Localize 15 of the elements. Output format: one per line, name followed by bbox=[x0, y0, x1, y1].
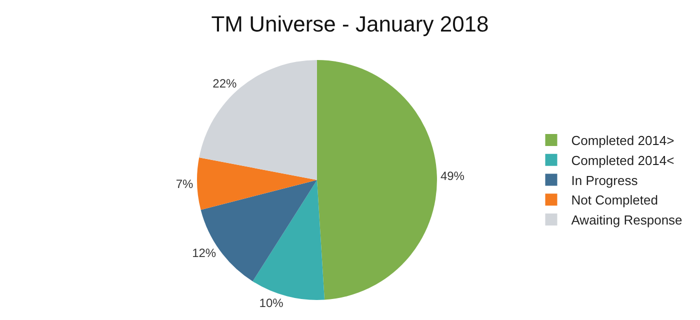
pie-slice bbox=[317, 60, 437, 300]
pie-slice bbox=[199, 60, 317, 180]
legend-label: In Progress bbox=[571, 172, 638, 188]
legend-label: Awaiting Response bbox=[571, 212, 682, 228]
data-label: 22% bbox=[212, 76, 238, 90]
pie-slice bbox=[197, 158, 317, 210]
data-label: 7% bbox=[176, 176, 194, 191]
legend-label: Completed 2014< bbox=[571, 152, 674, 168]
data-label: 49% bbox=[440, 169, 465, 184]
chart-title: TM Universe - January 2018 bbox=[211, 11, 489, 36]
data-label: 10% bbox=[259, 296, 284, 310]
pie-slice bbox=[252, 180, 325, 300]
legend-label: Not Completed bbox=[571, 192, 658, 208]
data-label: 12% bbox=[192, 246, 216, 260]
legend-label: Completed 2014> bbox=[571, 133, 674, 148]
